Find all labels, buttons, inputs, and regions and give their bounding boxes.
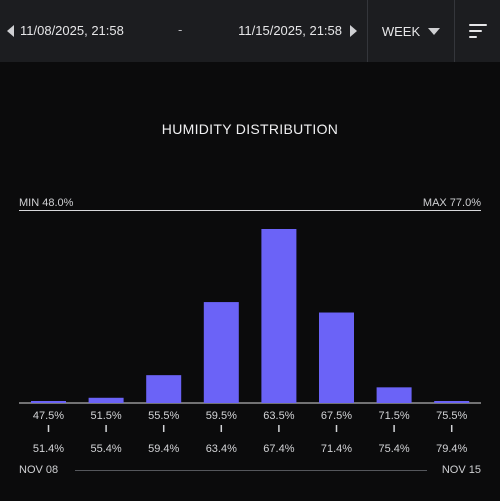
end-date[interactable]: 11/15/2025, 21:58 [238, 23, 342, 38]
histogram-bar [376, 387, 412, 403]
histogram-bar [203, 302, 239, 403]
footer-end-date: NOV 15 [441, 464, 481, 476]
next-range-button[interactable] [343, 0, 363, 62]
sort-lines-icon [468, 24, 487, 38]
bin-end-label: 55.4% [90, 443, 121, 455]
bin-end-label: 51.4% [33, 443, 64, 455]
bin-end-label: 67.4% [263, 443, 294, 455]
histogram-bar [31, 401, 66, 403]
bin-end-label: 63.4% [206, 443, 237, 455]
max-label: MAX 77.0% [422, 197, 481, 209]
chevron-left-icon [6, 25, 14, 37]
timeline-line [75, 470, 427, 471]
bin-end-label: 79.4% [436, 443, 467, 455]
bin-start-label: 47.5% [33, 410, 64, 422]
menu-button[interactable] [455, 0, 500, 62]
histogram-bar [319, 312, 354, 403]
bin-start-label: 67.5% [321, 410, 352, 422]
previous-range-button[interactable] [0, 0, 20, 62]
chevron-right-icon [349, 25, 357, 37]
bin-end-label: 59.4% [148, 443, 179, 455]
max-line [19, 210, 481, 211]
histogram-bar [146, 375, 182, 403]
bin-start-label: 55.5% [148, 410, 179, 422]
caret-down-icon [428, 27, 441, 35]
bin-start-label: 75.5% [436, 410, 467, 422]
bin-end-label: 75.4% [378, 443, 409, 455]
histogram-bar [434, 401, 470, 403]
bin-start-label: 59.5% [206, 410, 237, 422]
bin-start-label: 63.5% [263, 410, 294, 422]
date-separator: - [178, 22, 183, 37]
divider [367, 0, 368, 62]
period-dropdown[interactable]: WEEK [368, 0, 454, 62]
min-label: MIN 48.0% [19, 197, 74, 209]
bin-end-label: 71.4% [321, 443, 352, 455]
period-label: WEEK [381, 23, 421, 39]
histogram-bar [88, 397, 124, 403]
bin-start-label: 51.5% [90, 410, 121, 422]
footer-start-date: NOV 08 [19, 464, 59, 476]
top-bar: 11/08/2025, 21:58 - 11/15/2025, 21:58 WE… [0, 0, 500, 62]
divider [454, 0, 455, 62]
start-date[interactable]: 11/08/2025, 21:58 [20, 23, 124, 38]
date-range-selector: 11/08/2025, 21:58 - 11/15/2025, 21:58 [0, 0, 367, 62]
chart-title: HUMIDITY DISTRIBUTION [161, 121, 339, 137]
bin-start-label: 71.5% [378, 410, 409, 422]
histogram-bar [261, 229, 297, 403]
